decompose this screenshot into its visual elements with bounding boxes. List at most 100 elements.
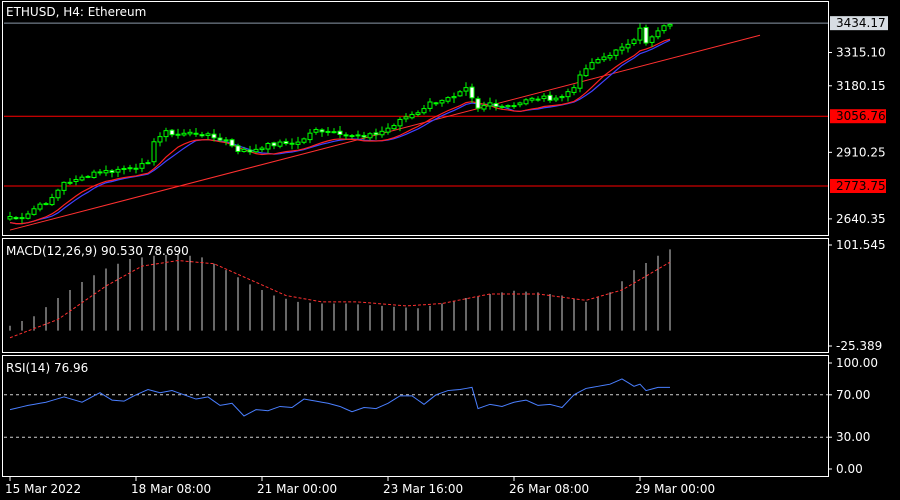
candle-body [325, 130, 331, 133]
price-tags: 3056.76 2773.75 3434.17 [4, 16, 888, 193]
candle-body [241, 148, 247, 152]
candle-body [151, 141, 157, 163]
candle-body [517, 102, 523, 106]
level-price-tag-label: 3056.76 [836, 109, 886, 123]
macd-tick-label: 101.545 [836, 238, 886, 252]
candle-body [487, 102, 493, 107]
candle-body [109, 170, 115, 173]
candle-body [271, 142, 277, 147]
level-price-tag-label: 2773.75 [836, 179, 886, 193]
candle-body [415, 112, 421, 115]
price-panel-frame [2, 1, 829, 236]
candle-body [427, 101, 433, 109]
candle-body [397, 118, 403, 127]
candle-body [403, 116, 409, 120]
macd-panel-frame [2, 238, 829, 353]
macd-signal-line [9, 260, 671, 339]
price-tick-label: 2640.35 [836, 212, 886, 226]
candle-body [181, 132, 187, 136]
current-price-tag-label: 3434.17 [836, 16, 886, 30]
candle-body [37, 203, 43, 210]
candle-body [247, 149, 253, 153]
time-tick-label: 21 Mar 00:00 [257, 482, 337, 496]
candle-body [31, 208, 37, 215]
candle-body [307, 132, 313, 141]
macd-signal-path [9, 260, 671, 339]
candle-body [625, 43, 631, 49]
price-tick-label: 3315.10 [836, 46, 886, 60]
candle-body [445, 97, 451, 102]
candle-body [505, 105, 511, 108]
candle-body [289, 142, 295, 145]
horizontal-levels[interactable] [4, 115, 828, 187]
candle-body [367, 133, 373, 139]
candle-body [193, 132, 199, 135]
candle-body [349, 135, 355, 138]
candle-body [667, 23, 673, 27]
candle-body [79, 176, 85, 181]
candle-body [91, 171, 97, 179]
candle-body [229, 139, 235, 147]
candle-body [565, 91, 571, 98]
time-tick-label: 29 Mar 00:00 [635, 482, 715, 496]
candle-body [643, 26, 649, 44]
candle-body [13, 216, 19, 220]
current-price-tag [830, 16, 888, 31]
candle-body [571, 87, 577, 93]
candle-body [535, 98, 541, 101]
candle-body [163, 130, 169, 138]
candle-body [319, 129, 325, 133]
candle-body [43, 203, 49, 206]
candle-body [205, 133, 211, 136]
candle-body [175, 133, 181, 136]
price-axis-ticks: 3315.10 3180.15 2910.25 2640.35 [828, 46, 886, 226]
candle-body [49, 197, 55, 206]
macd-histogram [9, 249, 671, 331]
rsi-tick-label: 100.00 [836, 356, 878, 370]
candle-body [139, 163, 145, 169]
candle-body [157, 136, 163, 143]
candle-body [553, 97, 559, 101]
trendline[interactable] [9, 34, 761, 231]
rsi-tick-label: 30.00 [836, 430, 870, 444]
candle-body [67, 181, 73, 184]
candle-body [421, 108, 427, 114]
level-price-tag [830, 109, 886, 124]
candle-body [589, 62, 595, 70]
candle-body [541, 95, 547, 100]
candle-body [373, 132, 379, 136]
candle-body [661, 25, 667, 32]
candle-body [469, 86, 475, 99]
candle-body [577, 74, 583, 89]
candle-body [439, 99, 445, 104]
candle-body [313, 129, 319, 133]
candle-body [55, 189, 61, 199]
candle-body [619, 46, 625, 51]
candle-body [199, 134, 205, 137]
candle-body [631, 39, 637, 44]
price-tick-label: 3180.15 [836, 79, 886, 93]
candle-body [85, 175, 91, 178]
candle-body [337, 130, 343, 135]
rsi-panel-frame [2, 355, 829, 477]
candle-body [121, 167, 127, 170]
candle-body [511, 105, 517, 108]
candle-body [133, 167, 139, 170]
candle-body [637, 27, 643, 41]
candle-body [97, 171, 103, 174]
candle-body [301, 138, 307, 143]
price-tick-label: 2910.25 [836, 145, 886, 159]
time-tick-label: 18 Mar 08:00 [131, 482, 211, 496]
candle-body [259, 147, 265, 151]
candle-body [409, 113, 415, 119]
candle-body [223, 139, 229, 142]
candle-body [463, 87, 469, 92]
candle-body [283, 141, 289, 144]
rsi-path [9, 378, 670, 417]
ma-fast-line [9, 38, 671, 225]
candle-body [187, 131, 193, 135]
candle-body [523, 99, 529, 105]
candle-body [649, 36, 655, 43]
time-tick-label: 23 Mar 16:00 [383, 482, 463, 496]
